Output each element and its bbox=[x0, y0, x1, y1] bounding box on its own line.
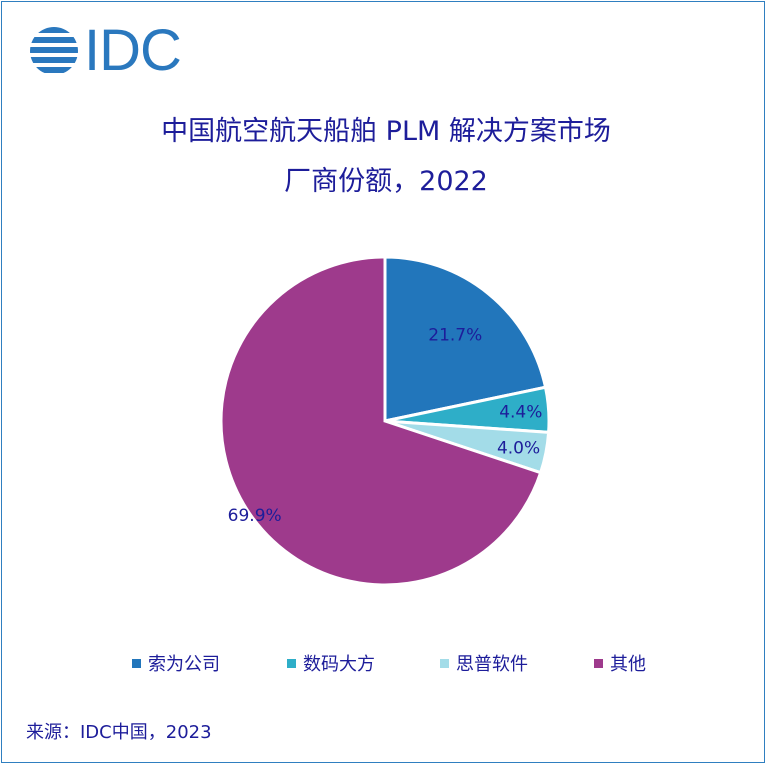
legend-label-1: 索为公司 bbox=[148, 654, 220, 675]
legend-item-1: 索为公司 bbox=[132, 650, 220, 676]
chart-title-line1: 中国航空航天船舶 PLM 解决方案市场 bbox=[161, 116, 611, 147]
pie-slice-label-2: 4.4% bbox=[499, 403, 542, 423]
pie-chart: 21.7% 4.4% 4.0% 69.9% bbox=[219, 255, 551, 587]
chart-title-line2: 厂商份额，2022 bbox=[284, 166, 488, 197]
idc-logo: IDC bbox=[28, 18, 188, 83]
pie-slice-label-4: 69.9% bbox=[228, 506, 282, 526]
pie-slice-4 bbox=[219, 255, 543, 587]
source-note: 来源：IDC中国，2023 bbox=[26, 722, 212, 743]
legend-item-2: 数码大方 bbox=[287, 650, 375, 676]
legend-swatch-1 bbox=[132, 658, 141, 668]
legend-label-3: 思普软件 bbox=[456, 654, 528, 675]
idc-logo-text: IDC bbox=[84, 18, 182, 83]
legend-item-4: 其他 bbox=[594, 650, 646, 676]
chart-legend: 索为公司 数码大方 思普软件 其他 bbox=[2, 650, 768, 676]
legend-item-3: 思普软件 bbox=[440, 650, 528, 676]
idc-globe-icon bbox=[30, 27, 78, 73]
legend-label-2: 数码大方 bbox=[303, 654, 375, 675]
pie-slice-label-3: 4.0% bbox=[497, 438, 540, 458]
legend-swatch-2 bbox=[287, 658, 296, 668]
legend-swatch-3 bbox=[440, 658, 449, 668]
pie-slice-label-1: 21.7% bbox=[428, 325, 482, 345]
pie-slice-1 bbox=[383, 255, 548, 423]
legend-label-4: 其他 bbox=[610, 654, 646, 675]
legend-swatch-4 bbox=[594, 658, 603, 668]
